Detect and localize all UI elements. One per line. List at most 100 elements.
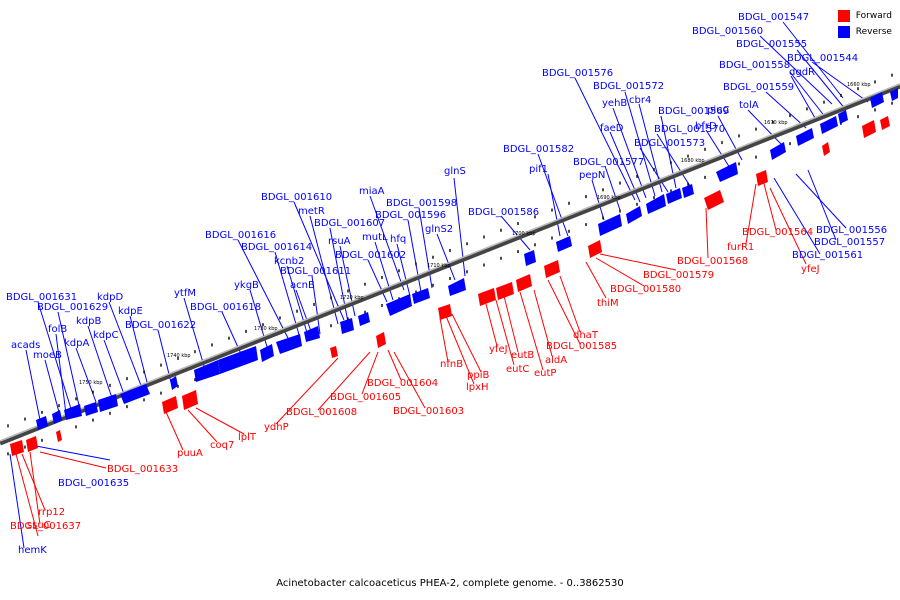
reverse-gene-label[interactable]: dgdR [789,67,815,78]
reverse-gene-label[interactable]: kdpD [97,292,123,303]
forward-gene-label[interactable]: BDGL_001603 [393,406,464,417]
reverse-gene-label[interactable]: BDGL_001555 [736,39,807,50]
reverse-gene-label[interactable]: BDGL_001582 [503,144,574,155]
reverse-gene-label[interactable]: BDGL_001607 [314,218,385,229]
reverse-gene-label[interactable]: kdpE [118,306,143,317]
reverse-gene-label[interactable]: kcnb2 [274,256,304,267]
reverse-gene-label[interactable]: pif1 [529,164,548,175]
leader-line [39,451,107,469]
reverse-gene-label[interactable]: BDGL_001560 [692,26,763,37]
reverse-gene-label[interactable]: faeD [600,123,624,134]
forward-gene-label[interactable]: rrp12 [38,507,65,518]
forward-gene-label[interactable]: nfnB [440,359,463,370]
forward-gene-label[interactable]: eutB [511,350,534,361]
forward-gene-label[interactable]: BDGL_001568 [677,256,748,267]
reverse-gene-label[interactable]: BDGL_001559 [723,82,794,93]
forward-gene-label[interactable]: yfeJ [801,264,820,275]
reverse-gene-label[interactable]: BDGL_001569 [658,106,729,117]
forward-gene-label[interactable]: thiM [597,298,619,309]
reverse-gene-label[interactable]: BDGL_001610 [261,192,332,203]
reverse-gene-label[interactable]: pepN [579,170,605,181]
forward-gene-label[interactable]: BDGL_001585 [546,341,617,352]
forward-gene-label[interactable]: BDGL_001605 [330,392,401,403]
reverse-gene-label[interactable]: kdpC [93,330,118,341]
reverse-gene-label[interactable]: BDGL_001598 [386,198,457,209]
reverse-gene-label[interactable]: BDGL_001558 [719,60,790,71]
reverse-gene-label[interactable]: miaA [359,186,385,197]
reverse-gene-label[interactable]: BDGL_001622 [125,320,196,331]
reverse-gene-label[interactable]: BDGL_001557 [814,237,885,248]
reverse-gene-label[interactable]: BDGL_001616 [205,230,276,241]
reverse-gene-label[interactable]: BDGL_001544 [787,53,858,64]
forward-gene-label[interactable]: puuA [177,448,203,459]
reverse-gene-label[interactable]: BDGL_001629 [37,302,108,313]
reverse-gene-label[interactable]: BDGL_001577 [573,157,644,168]
gene-arrow [516,274,532,292]
reverse-gene-label[interactable]: yehB [602,98,627,109]
forward-gene-label[interactable]: BDGL_001579 [643,270,714,281]
forward-swatch [837,10,850,22]
reverse-gene-label[interactable]: ykgB [234,280,259,291]
reverse-gene-label[interactable]: BDGL_001573 [634,138,705,149]
leader-line [612,107,647,199]
forward-gene-label[interactable]: eutP [534,368,556,379]
forward-gene-label[interactable]: BDGL_001580 [610,284,681,295]
forward-gene-label[interactable]: ppiB [467,370,489,381]
forward-gene-label[interactable]: dhaT [573,330,599,341]
reverse-gene-label[interactable]: moeB [33,350,62,361]
reverse-gene-label[interactable]: metR [298,206,325,217]
forward-gene-label[interactable]: lplT [238,432,257,443]
forward-gene-label[interactable]: furR1 [727,242,754,253]
reverse-gene-label[interactable]: BDGL_001635 [58,478,129,489]
gene-arrow [26,436,38,452]
reverse-gene-label[interactable]: bfrD [695,121,717,132]
reverse-gene-label[interactable]: BDGL_001556 [816,225,887,236]
reverse-gene-label[interactable]: BDGL_001561 [792,250,863,261]
reverse-gene-label[interactable]: kdpA [64,338,89,349]
reverse-gene-label[interactable]: piuC [707,105,729,116]
forward-gene-label[interactable]: BDGL_001564 [742,227,813,238]
leader-line [29,451,41,525]
forward-gene-label[interactable]: lpxH [466,382,489,393]
reverse-gene-label[interactable]: hemK [18,545,47,556]
axis-tick-label: 1730 kbp [254,326,278,332]
reverse-gene-label[interactable]: ytfM [174,288,196,299]
reverse-gene-label[interactable]: BDGL_001602 [335,250,406,261]
reverse-gene-label[interactable]: BDGL_001547 [738,12,809,23]
reverse-gene-label[interactable]: glnS2 [425,224,453,235]
forward-gene-label[interactable]: eutC [506,364,529,375]
forward-gene-label[interactable]: BDGL_001637 [10,521,81,532]
forward-gene-label[interactable]: ssuC [27,520,51,531]
reverse-gene-label[interactable]: mutL [362,232,388,243]
leader-line [769,187,807,265]
reverse-gene-label[interactable]: kdpB [76,316,101,327]
reverse-gene-label[interactable]: tolA [739,100,759,111]
reverse-gene-label[interactable]: BDGL_001631 [6,292,77,303]
reverse-gene-label[interactable]: acnB [290,280,315,291]
leader-line [599,253,677,271]
reverse-gene-label[interactable]: acads [11,340,40,351]
leader-line [624,91,656,197]
reverse-gene-label[interactable]: BDGL_001586 [468,207,539,218]
reverse-gene-label[interactable]: cbr4 [629,95,651,106]
forward-gene-label[interactable]: BDGL_001604 [367,378,438,389]
reverse-gene-label[interactable]: BDGL_001618 [190,302,261,313]
forward-gene-label[interactable]: coq7 [210,440,234,451]
reverse-gene-label[interactable]: BDGL_001576 [542,68,613,79]
forward-gene-label[interactable]: aldA [545,355,567,366]
gene-arrow [340,318,354,334]
forward-gene-label[interactable]: yfeJ [489,344,508,355]
reverse-gene-label[interactable]: folB [48,324,67,335]
reverse-gene-label[interactable]: hfq [390,234,406,245]
forward-gene-label[interactable]: BDGL_001633 [107,464,178,475]
reverse-gene-label[interactable]: BDGL_001570 [654,124,725,135]
reverse-gene-label[interactable]: BDGL_001614 [241,242,312,253]
reverse-gene-label[interactable]: glnS [444,166,466,177]
reverse-gene-label[interactable]: BDGL_001596 [375,210,446,221]
reverse-gene-label[interactable]: BDGL_001611 [280,266,351,277]
forward-gene-label[interactable]: ydhP [264,422,289,433]
reverse-gene-label[interactable]: rsuA [328,236,351,247]
gene-arrow [52,410,62,424]
reverse-gene-label[interactable]: BDGL_001572 [593,81,664,92]
forward-gene-label[interactable]: BDGL_001608 [286,407,357,418]
